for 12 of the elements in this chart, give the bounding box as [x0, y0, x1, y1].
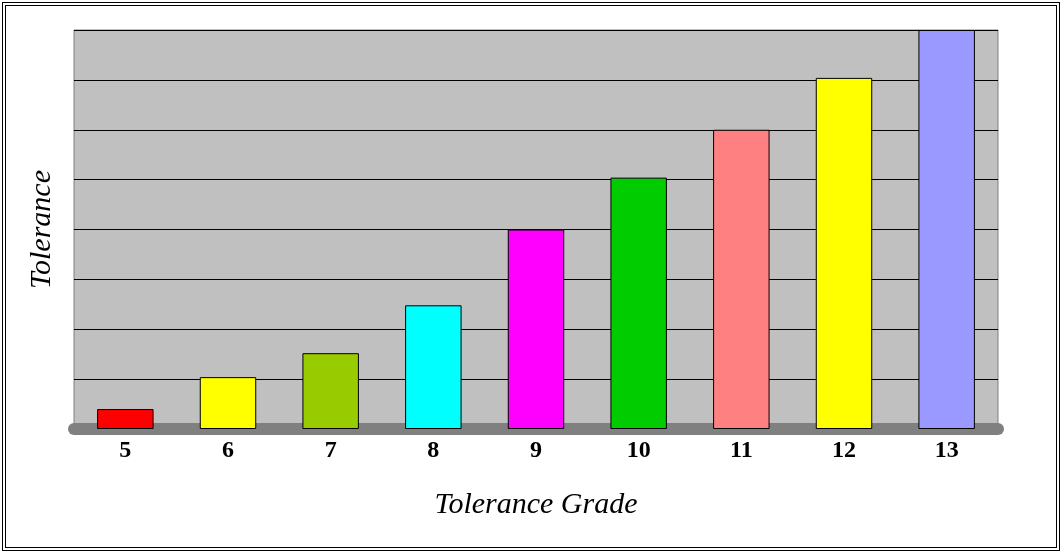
x-tick-label: 9 [530, 436, 542, 462]
x-tick-label: 5 [119, 436, 132, 462]
x-tick-label: 11 [729, 436, 753, 462]
x-tick-label: 13 [934, 436, 959, 462]
x-axis-title: Tolerance Grade [434, 485, 638, 519]
x-tick-label: 10 [626, 436, 651, 462]
x-tick-label: 7 [324, 436, 337, 462]
x-tick-label: 8 [427, 436, 440, 462]
y-axis-title: Tolerance [22, 170, 56, 289]
x-tick-label: 12 [832, 436, 856, 462]
bar [97, 409, 154, 429]
x-tick-label: 6 [222, 436, 234, 462]
